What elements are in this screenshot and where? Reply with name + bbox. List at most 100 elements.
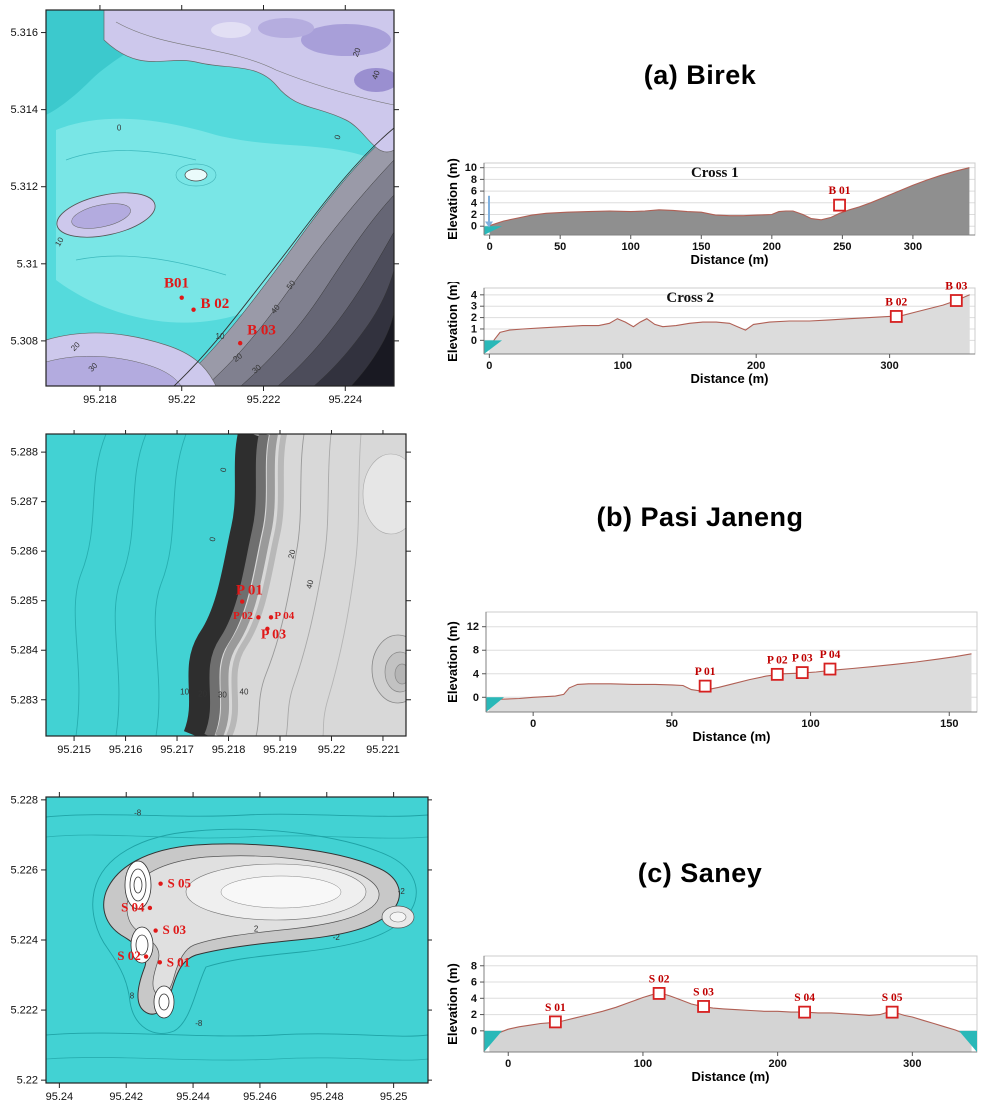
svg-text:2: 2	[471, 1009, 477, 1021]
svg-text:S 05: S 05	[167, 875, 191, 890]
contour-map-pasi-janeng: 0 10 20 30 40 20 40 0 5.288 5.287 5.286 5.285 5.284…	[0, 429, 412, 761]
svg-text:0: 0	[530, 718, 536, 730]
svg-text:95.218: 95.218	[212, 744, 246, 756]
svg-text:S 01: S 01	[545, 1002, 566, 1014]
svg-text:95.218: 95.218	[83, 394, 117, 406]
svg-text:2: 2	[254, 924, 259, 933]
svg-text:S 01: S 01	[167, 954, 190, 969]
svg-text:0: 0	[333, 133, 343, 140]
svg-text:95.246: 95.246	[243, 1091, 277, 1100]
svg-text:5.287: 5.287	[10, 496, 38, 508]
svg-text:20: 20	[351, 46, 363, 58]
svg-text:S 02: S 02	[117, 948, 140, 963]
svg-text:12: 12	[467, 621, 479, 633]
panel-title-saney: (c) Saney	[637, 858, 763, 888]
svg-text:0: 0	[219, 466, 229, 472]
svg-text:20: 20	[286, 548, 297, 559]
svg-text:-8: -8	[195, 1019, 203, 1028]
svg-text:0: 0	[505, 1058, 511, 1070]
svg-text:40: 40	[370, 69, 382, 81]
svg-text:100: 100	[622, 241, 640, 253]
svg-text:6: 6	[471, 977, 477, 989]
svg-text:P 01: P 01	[695, 666, 716, 678]
svg-text:Cross 2: Cross 2	[666, 290, 714, 306]
svg-text:100: 100	[614, 360, 632, 372]
svg-text:5.283: 5.283	[10, 694, 38, 706]
svg-text:95.217: 95.217	[160, 744, 194, 756]
svg-text:5.286: 5.286	[10, 546, 38, 558]
svg-text:Distance (m): Distance (m)	[690, 252, 768, 267]
svg-text:S 02: S 02	[649, 973, 670, 985]
svg-text:8: 8	[130, 992, 135, 1001]
svg-text:-8: -8	[134, 809, 142, 818]
panel-title-birek: (a) Birek	[643, 60, 757, 90]
svg-text:250: 250	[833, 241, 851, 253]
svg-text:5.222: 5.222	[10, 1005, 38, 1017]
svg-text:95.22: 95.22	[318, 744, 346, 756]
svg-text:B 02: B 02	[201, 296, 230, 312]
svg-text:95.219: 95.219	[263, 744, 297, 756]
svg-text:Elevation (m): Elevation (m)	[446, 621, 460, 703]
svg-text:10: 10	[216, 332, 225, 341]
svg-text:30: 30	[218, 691, 227, 700]
map-saney-sample-points: S 05 S 04 S 03 S 02 S 01	[117, 875, 191, 969]
svg-text:150: 150	[692, 241, 710, 253]
panel-title-pasi-janeng: (b) Pasi Janeng	[596, 502, 804, 532]
svg-text:200: 200	[768, 1058, 786, 1070]
svg-text:P 03: P 03	[792, 653, 813, 665]
svg-text:P 02: P 02	[767, 654, 788, 666]
svg-text:P 04: P 04	[820, 649, 841, 661]
svg-text:0: 0	[471, 221, 477, 233]
svg-text:S 03: S 03	[693, 986, 714, 998]
svg-text:3: 3	[471, 301, 477, 313]
svg-text:0: 0	[208, 536, 218, 542]
svg-text:0: 0	[471, 335, 477, 347]
contour-map-saney: -8 -8 2 -2 8 -2 5.228 5.226 5.224 5.222 5.22 95.24…	[0, 791, 433, 1100]
svg-text:20: 20	[198, 690, 207, 699]
svg-text:5.224: 5.224	[10, 935, 38, 947]
svg-text:100: 100	[634, 1058, 652, 1070]
svg-text:50: 50	[554, 241, 566, 253]
svg-text:6: 6	[471, 186, 477, 198]
svg-text:4: 4	[471, 197, 478, 209]
svg-text:5.22: 5.22	[17, 1075, 38, 1087]
svg-text:2: 2	[471, 312, 477, 324]
svg-text:150: 150	[940, 718, 958, 730]
svg-text:B01: B01	[164, 275, 189, 291]
contour-map-pasi-janeng-svg: 0 10 20 30 40 20 40 0 5.288 5.287 5.286 5.285 5.284…	[10, 429, 411, 756]
map-birek-frame	[45, 9, 395, 387]
svg-text:5.284: 5.284	[10, 645, 38, 657]
svg-text:8: 8	[471, 174, 477, 186]
svg-text:5.314: 5.314	[10, 104, 38, 116]
svg-text:4: 4	[471, 993, 478, 1005]
svg-text:Elevation (m): Elevation (m)	[446, 158, 460, 240]
svg-text:10: 10	[180, 687, 189, 696]
map-saney-art	[46, 797, 428, 1083]
contour-map-birek: 0 10 20 30 10 20 30 40 50 0 20 40 5.316 5.314 5.312 5.…	[2, 4, 402, 417]
svg-text:95.224: 95.224	[328, 394, 362, 406]
map-pasi-frame	[45, 433, 407, 737]
svg-text:Distance (m): Distance (m)	[690, 371, 768, 386]
svg-text:100: 100	[801, 718, 819, 730]
svg-text:5.312: 5.312	[10, 181, 38, 193]
svg-text:B 03: B 03	[945, 282, 967, 293]
svg-text:300: 300	[880, 360, 898, 372]
svg-text:200: 200	[763, 241, 781, 253]
svg-text:5.316: 5.316	[10, 27, 38, 39]
profile-chart-saney: 0 2 4 6 8 0 100 200 300 Distance (m) Elevation (m)…	[445, 946, 989, 1093]
svg-text:S 03: S 03	[163, 922, 187, 937]
svg-text:95.216: 95.216	[109, 744, 143, 756]
svg-text:S 04: S 04	[794, 992, 815, 1004]
svg-text:0: 0	[487, 241, 493, 253]
svg-text:0: 0	[486, 360, 492, 372]
svg-text:B 02: B 02	[885, 296, 907, 308]
svg-text:0: 0	[471, 1025, 477, 1037]
profile-chart-birek-cross1: 0 2 4 6 8 10 0 50 100 150 200 250 300 Distance (m) Ele…	[445, 155, 989, 272]
svg-text:Cross 1: Cross 1	[691, 165, 739, 181]
svg-text:P 02: P 02	[233, 610, 253, 622]
svg-text:8: 8	[473, 645, 479, 657]
contour-map-saney-svg: -8 -8 2 -2 8 -2 5.228 5.226 5.224 5.222 5.22 95.24…	[10, 792, 433, 1100]
svg-text:0: 0	[117, 123, 122, 132]
